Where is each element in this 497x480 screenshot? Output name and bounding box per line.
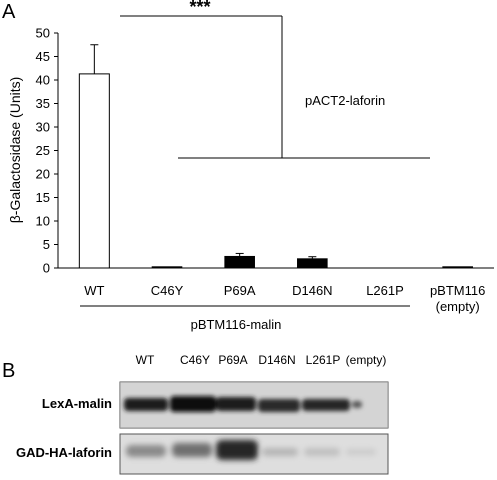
x-category-label: WT bbox=[84, 283, 104, 298]
bar bbox=[78, 73, 110, 269]
blot-row-label-gad-ha-laforin: GAD-HA-laforin bbox=[16, 445, 112, 460]
bar bbox=[151, 266, 183, 269]
y-tick-label: 10 bbox=[36, 214, 50, 229]
y-tick-label: 0 bbox=[43, 261, 50, 276]
blot-band bbox=[126, 445, 166, 457]
y-tick-label: 25 bbox=[36, 143, 50, 158]
category-labels: WT C46Y P69A D146N L261P pBTM116(empty) bbox=[84, 283, 485, 314]
blot-lane-label: P69A bbox=[218, 353, 247, 367]
panel-b-letter: B bbox=[2, 360, 15, 382]
blot-strip-lexa-malin bbox=[119, 381, 389, 429]
bar bbox=[297, 258, 328, 269]
blot-band bbox=[172, 443, 212, 457]
blot-lane-labels: WT C46Y P69A D146N L261P (empty) bbox=[136, 353, 387, 367]
y-tick-label: 15 bbox=[36, 190, 50, 205]
blot-band bbox=[170, 396, 216, 412]
y-tick-label: 50 bbox=[36, 26, 50, 41]
x-category-label: C46Y bbox=[151, 283, 184, 298]
blot-band bbox=[304, 448, 340, 456]
blot-lane-label: WT bbox=[136, 353, 155, 367]
x-category-label: D146N bbox=[292, 283, 332, 298]
x-category-label: pBTM116 bbox=[430, 283, 485, 298]
blot-lane-label: D146N bbox=[258, 353, 295, 367]
y-axis-label: β-Galactosidase (Units) bbox=[7, 77, 23, 224]
blot-band bbox=[346, 449, 376, 455]
blot-band bbox=[258, 399, 300, 412]
blot-band bbox=[302, 399, 350, 411]
y-tick-label: 20 bbox=[36, 167, 50, 182]
blot-lane-label: (empty) bbox=[346, 353, 387, 367]
y-tick-label: 40 bbox=[36, 73, 50, 88]
x-category-label: (empty) bbox=[436, 299, 480, 314]
blot-row-label-lexa-malin: LexA-malin bbox=[42, 396, 112, 411]
blot-band bbox=[352, 401, 362, 408]
blot-band bbox=[124, 398, 168, 411]
bar bbox=[442, 266, 473, 269]
error-bars bbox=[90, 44, 317, 259]
blot-strip-gad-ha-laforin bbox=[119, 433, 389, 475]
blot-lane-label: L261P bbox=[306, 353, 341, 367]
y-tick-label: 45 bbox=[36, 49, 50, 64]
blot-band bbox=[216, 397, 256, 411]
blot-band bbox=[216, 440, 258, 460]
y-ticks: 0 5 10 15 20 25 30 35 40 45 50 bbox=[36, 26, 58, 276]
blot-lane-label: C46Y bbox=[180, 353, 210, 367]
y-tick-label: 35 bbox=[36, 96, 50, 111]
x-category-label: L261P bbox=[366, 283, 404, 298]
panel-a-letter: A bbox=[2, 1, 16, 23]
y-tick-label: 5 bbox=[43, 237, 50, 252]
bars bbox=[78, 73, 473, 269]
group-label: pBTM116-malin bbox=[191, 317, 282, 332]
bar bbox=[224, 255, 255, 269]
blot-band bbox=[262, 448, 298, 456]
x-category-label: P69A bbox=[224, 283, 256, 298]
significance-label: *** bbox=[189, 0, 210, 17]
bracket-label: pACT2-laforin bbox=[305, 93, 385, 108]
y-tick-label: 30 bbox=[36, 120, 50, 135]
